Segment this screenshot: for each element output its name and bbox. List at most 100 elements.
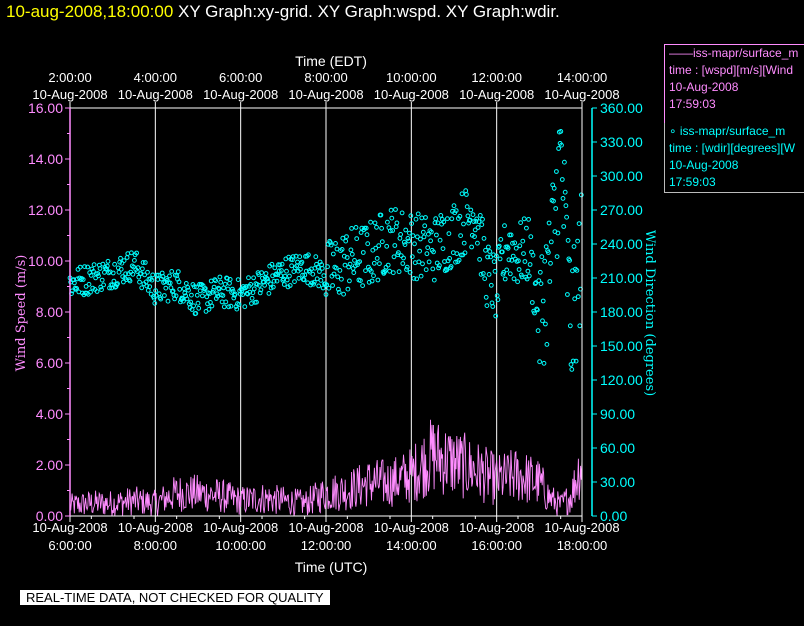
wind-direction-point [462,250,468,256]
wind-direction-point [218,279,224,285]
wind-direction-point [287,273,292,279]
quality-note: REAL-TIME DATA, NOT CHECKED FOR QUALITY [20,590,330,605]
wind-direction-point [97,266,103,271]
wind-direction-point [546,250,551,255]
wind-direction-point [150,272,156,278]
wind-direction-point [397,235,403,241]
wind-direction-point [333,265,339,271]
bottom-tick-date: 10-Aug-2008 [374,520,449,535]
wind-direction-point [291,269,297,275]
wind-direction-point [554,169,559,174]
top-tick-date: 10-Aug-2008 [32,87,107,102]
bottom-tick-date: 10-Aug-2008 [544,520,619,535]
wind-direction-point [510,253,516,259]
wind-direction-point [551,198,556,204]
right-tick-label: 60.00 [600,440,635,456]
wind-direction-point [575,294,581,300]
right-tick-label: 210.00 [600,270,643,286]
wind-direction-point [576,221,582,227]
wind-direction-point [412,241,417,247]
wind-direction-point [297,254,303,260]
wind-direction-point [247,289,253,295]
wind-direction-point [300,272,306,278]
wind-direction-point [404,267,409,272]
wind-direction-point [353,225,359,230]
wind-direction-point [516,267,522,272]
wind-direction-point [524,276,530,282]
wind-direction-point [433,216,439,222]
wind-direction-point [470,212,476,218]
bottom-axis-label: Time (UTC) [295,559,368,575]
wind-direction-point [535,307,540,313]
wind-direction-point [183,281,189,286]
wind-direction-point [335,274,341,280]
wind-direction-point [340,235,346,241]
wind-direction-point [148,291,154,297]
wind-direction-point [363,268,368,274]
top-tick-date: 10-Aug-2008 [288,87,363,102]
bottom-tick-time: 18:00:00 [557,538,608,553]
wind-direction-point [162,293,167,298]
wind-direction-point [170,288,176,294]
wind-direction-point [543,321,548,327]
wind-direction-point [127,278,133,284]
wind-direction-point [279,261,285,267]
wind-direction-point [211,284,217,290]
wind-direction-point [80,277,86,282]
wind-direction-point [487,249,493,254]
wind-direction-point [463,188,469,194]
wind-direction-point [246,275,251,281]
wind-direction-point [185,285,191,290]
axes: 10-Aug-2008 6:00:00 10-Aug-2008 8:00:00 10-A… [28,70,643,553]
right-tick-label: 0.00 [600,508,627,524]
wind-direction-point [562,189,568,195]
wind-direction-point [439,221,445,227]
wind-direction-point [324,282,330,288]
wind-direction-point [396,269,402,275]
wind-direction-point [554,254,560,260]
left-tick-label: 10.00 [28,253,63,269]
wind-direction-point [448,264,454,269]
wind-direction-point [431,277,437,283]
wind-direction-point [336,286,341,292]
wind-direction-point [278,273,284,279]
wind-direction-point [481,236,487,241]
wind-direction-point [578,192,584,198]
wind-direction-point [116,269,122,275]
wind-direction-point [565,292,570,297]
wind-direction-point [494,293,500,299]
wind-direction-point [502,223,507,229]
wind-direction-point [266,291,272,296]
wind-direction-point [426,259,432,265]
wind-direction-point [451,203,457,209]
wind-direction-point [472,227,478,233]
wind-direction-point [368,269,374,274]
wind-direction-point [94,289,100,294]
wind-direction-point [257,283,262,288]
bottom-tick-time: 14:00:00 [386,538,437,553]
wind-direction-point [98,284,104,290]
wind-direction-point [316,283,322,289]
wind-direction-point [461,221,466,227]
wind-direction-point [422,223,428,229]
wind-direction-point [204,294,210,300]
legend-series1-time: 17:59:03 [669,97,716,111]
wind-direction-point [77,264,83,270]
wind-direction-point [421,234,427,240]
wind-direction-point [547,279,553,284]
left-tick-label: 16.00 [28,100,63,116]
wind-direction-point [302,272,308,278]
wind-direction-point [488,282,494,288]
wind-direction-point [287,283,293,288]
wind-direction-point [375,277,381,283]
wind-direction-point [167,273,172,279]
wind-direction-point [191,284,197,290]
wind-direction-point [230,288,236,294]
wind-direction-point [372,220,378,226]
wind-direction-point [194,284,199,290]
wind-direction-point [491,259,497,265]
wind-direction-point [274,278,280,284]
wind-direction-point [206,306,212,312]
wind-direction-point [257,290,263,296]
wind-direction-point [567,323,573,329]
